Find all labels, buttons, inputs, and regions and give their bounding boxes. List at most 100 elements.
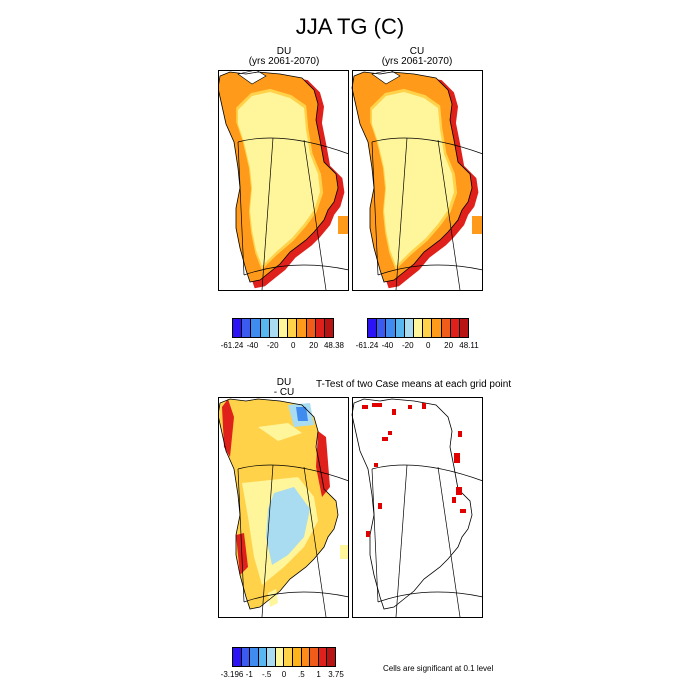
colorbar-du-box [251,319,261,337]
colorbar-cu-label: 20 [444,341,454,350]
interior-du [238,92,320,266]
colorbar-cu-box [368,319,378,337]
latitude-line-south [377,591,484,603]
significant-cell [408,405,412,409]
colorbar-du-label: 0 [290,341,296,350]
map-ttest [351,397,484,618]
map-frame-diff [218,397,349,618]
colorbar-diff-boxes [232,647,336,667]
colorbar-cu-box [459,319,469,337]
latitude-line-north [371,137,484,155]
coastline-diff [218,398,339,610]
map-frame-cu [352,70,483,291]
panel-title-diff-line2: - CU [273,387,295,398]
meridian-east [437,466,461,618]
colorbar-du-box [306,319,316,337]
graticule-diff [237,464,349,618]
significant-cell [456,487,462,495]
diff-north-blue-dark [296,407,308,421]
map-cu [351,70,484,291]
latitude-line-north [371,464,484,482]
panel-title-du-line2: (yrs 2061-2070) [248,56,320,67]
colorbar-diff-box [318,648,328,666]
map-du [218,70,349,291]
colorbar-du-box [233,319,243,337]
colorbar-cu-box [413,319,424,337]
panel-title-du: DU (yrs 2061-2070) [214,47,354,67]
colorbar-cu-box [423,319,433,337]
colorbar-cu-box [386,319,396,337]
colorbar-cu-box [441,319,451,337]
colorbar-diff-box [250,648,259,666]
figure-title: JJA TG (C) [295,14,405,39]
latitude-line-south [377,264,484,276]
diff-north-light [258,423,302,441]
significant-cell [454,453,460,463]
graticule-ttest [371,464,484,618]
map-panel-cu [351,70,484,291]
colorbar-du-label: -40 [246,341,259,350]
colorbar-diff-box [241,648,251,666]
coastline-du [218,71,339,283]
panel-title-diff-line1: DU [276,377,292,388]
diff-central-blue [266,487,310,565]
panel-title-diff: DU - CU [214,378,354,398]
colorbar-cu-boxes [367,318,469,338]
colorbar-du-box [269,319,279,337]
island-cu [472,216,483,234]
colorbar-cu-box [404,319,414,337]
meridian-center [261,464,274,618]
colorbar-cu-label: -20 [402,341,414,350]
colorbar-cu-labels: -61.24 -40 -20 0 20 48.11 [356,341,479,351]
island-du [338,216,349,234]
significant-cell [378,503,382,509]
colorbar-du: -61.24 -40 -20 0 20 48.38 [221,318,344,351]
colorbar-diff-labels: -3.196 -1 -.5 0 .5 1 3.75 [221,670,344,680]
map-frame-du [218,70,349,291]
panel-title-du-line1: DU [276,46,292,57]
meridian-east [303,466,327,618]
colorbar-diff-box [327,648,335,666]
diff-south-light [268,589,278,607]
colorbar-du-box [315,319,325,337]
colorbar-du-box [297,319,307,337]
colorbar-du-box [260,319,270,337]
colorbar-cu-label: -40 [381,341,394,350]
significant-cell [388,431,392,435]
colorbar-diff-box [233,648,242,666]
map-diff [218,397,349,618]
meridian-center [261,137,274,291]
latitude-line-north [237,137,349,155]
map-frame-ttest [352,397,483,618]
colorbar-diff-label: -1 [245,670,253,679]
diff-north-band [236,429,314,477]
colorbar-diff-label: .5 [297,670,305,679]
meridian-west [237,468,245,603]
colorbar-diff-box [293,648,302,666]
colorbar-du-boxes [232,318,334,338]
colorbar-diff-label: -3.196 [220,670,244,679]
colorbar-diff-box [267,648,276,666]
panel-title-ttest: T-Test of two Case means at each grid po… [316,379,512,390]
colorbar-cu-box [395,319,405,337]
diff-west-red [222,399,234,457]
island-diff [340,545,349,559]
colorbar-diff-label: 3.75 [328,670,344,679]
colorbar-cu-label: 0 [425,341,431,350]
coastline-cu [351,71,473,283]
interior-cu [372,92,454,266]
map-panel-ttest [351,397,484,618]
latitude-line-north [237,464,349,482]
colorbar-cu-box [432,319,442,337]
colorbar-du-label: 20 [309,341,319,350]
meridian-west [371,141,379,276]
meridian-west [371,468,379,603]
colorbar-diff-box [310,648,319,666]
colorbar-cu-box [377,319,387,337]
colorbar-cu-label: -61.24 [355,341,379,350]
colorbar-diff-box [258,648,268,666]
meridian-center [395,464,408,618]
latitude-line-south [243,264,349,276]
significant-cell [366,531,370,537]
panel-title-cu: CU (yrs 2061-2070) [347,47,487,67]
